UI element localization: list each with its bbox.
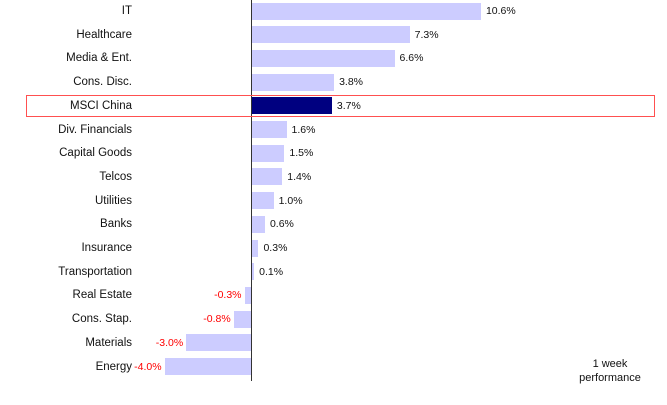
value-label: 3.8%	[339, 76, 364, 89]
bar	[233, 310, 251, 328]
value-label: 10.6%	[485, 5, 516, 17]
legend-line-1: 1 week	[592, 358, 628, 370]
bar	[252, 73, 335, 91]
category-label: Utilities	[94, 194, 132, 207]
bar	[252, 263, 255, 281]
value-label: 0.3%	[263, 242, 288, 254]
bar	[164, 358, 251, 375]
bar	[244, 286, 251, 304]
zero-axis-line	[251, 0, 252, 381]
value-label: 0.1%	[259, 265, 284, 278]
category-label: IT	[121, 5, 132, 17]
bar	[252, 144, 285, 162]
highlight-box-msci-china	[26, 95, 655, 117]
bar	[252, 121, 287, 138]
bar	[252, 2, 481, 20]
bar	[186, 334, 251, 352]
bar	[252, 26, 410, 44]
category-label: Transportation	[58, 265, 132, 278]
bar	[252, 49, 395, 67]
bar	[252, 239, 259, 257]
category-label: Real Estate	[72, 289, 132, 302]
category-label: Telcos	[99, 170, 132, 183]
value-label: 7.3%	[414, 28, 439, 41]
category-label: Insurance	[81, 242, 132, 254]
category-label: Media & Ent.	[66, 52, 132, 65]
category-label: Div. Financials	[58, 123, 132, 136]
value-label: 1.5%	[289, 147, 314, 160]
value-label: 6.6%	[399, 52, 424, 65]
value-label: 1.4%	[287, 170, 312, 183]
value-label: -0.8%	[203, 313, 231, 326]
category-label: Energy	[95, 360, 132, 373]
category-label: Materials	[85, 336, 132, 349]
category-label: MSCI China	[70, 99, 132, 112]
category-label: Capital Goods	[59, 147, 132, 160]
category-label: Healthcare	[76, 28, 132, 41]
value-label: -3.0%	[155, 336, 184, 349]
bar	[252, 215, 265, 233]
value-label: 1.6%	[291, 123, 316, 136]
value-label: 0.6%	[269, 218, 294, 231]
bar	[252, 168, 283, 186]
category-label: Cons. Stap.	[71, 313, 132, 326]
value-label: 1.0%	[278, 194, 303, 207]
legend-line-2: performance	[579, 372, 641, 384]
value-label: 3.7%	[336, 99, 361, 112]
bar	[252, 97, 332, 115]
value-label: -0.3%	[214, 289, 242, 302]
category-label: Cons. Disc.	[73, 76, 132, 89]
category-label: Banks	[100, 218, 132, 231]
value-label: -4.0%	[134, 360, 162, 373]
chart-legend: 1 week performance	[560, 357, 660, 385]
bar	[252, 192, 274, 210]
